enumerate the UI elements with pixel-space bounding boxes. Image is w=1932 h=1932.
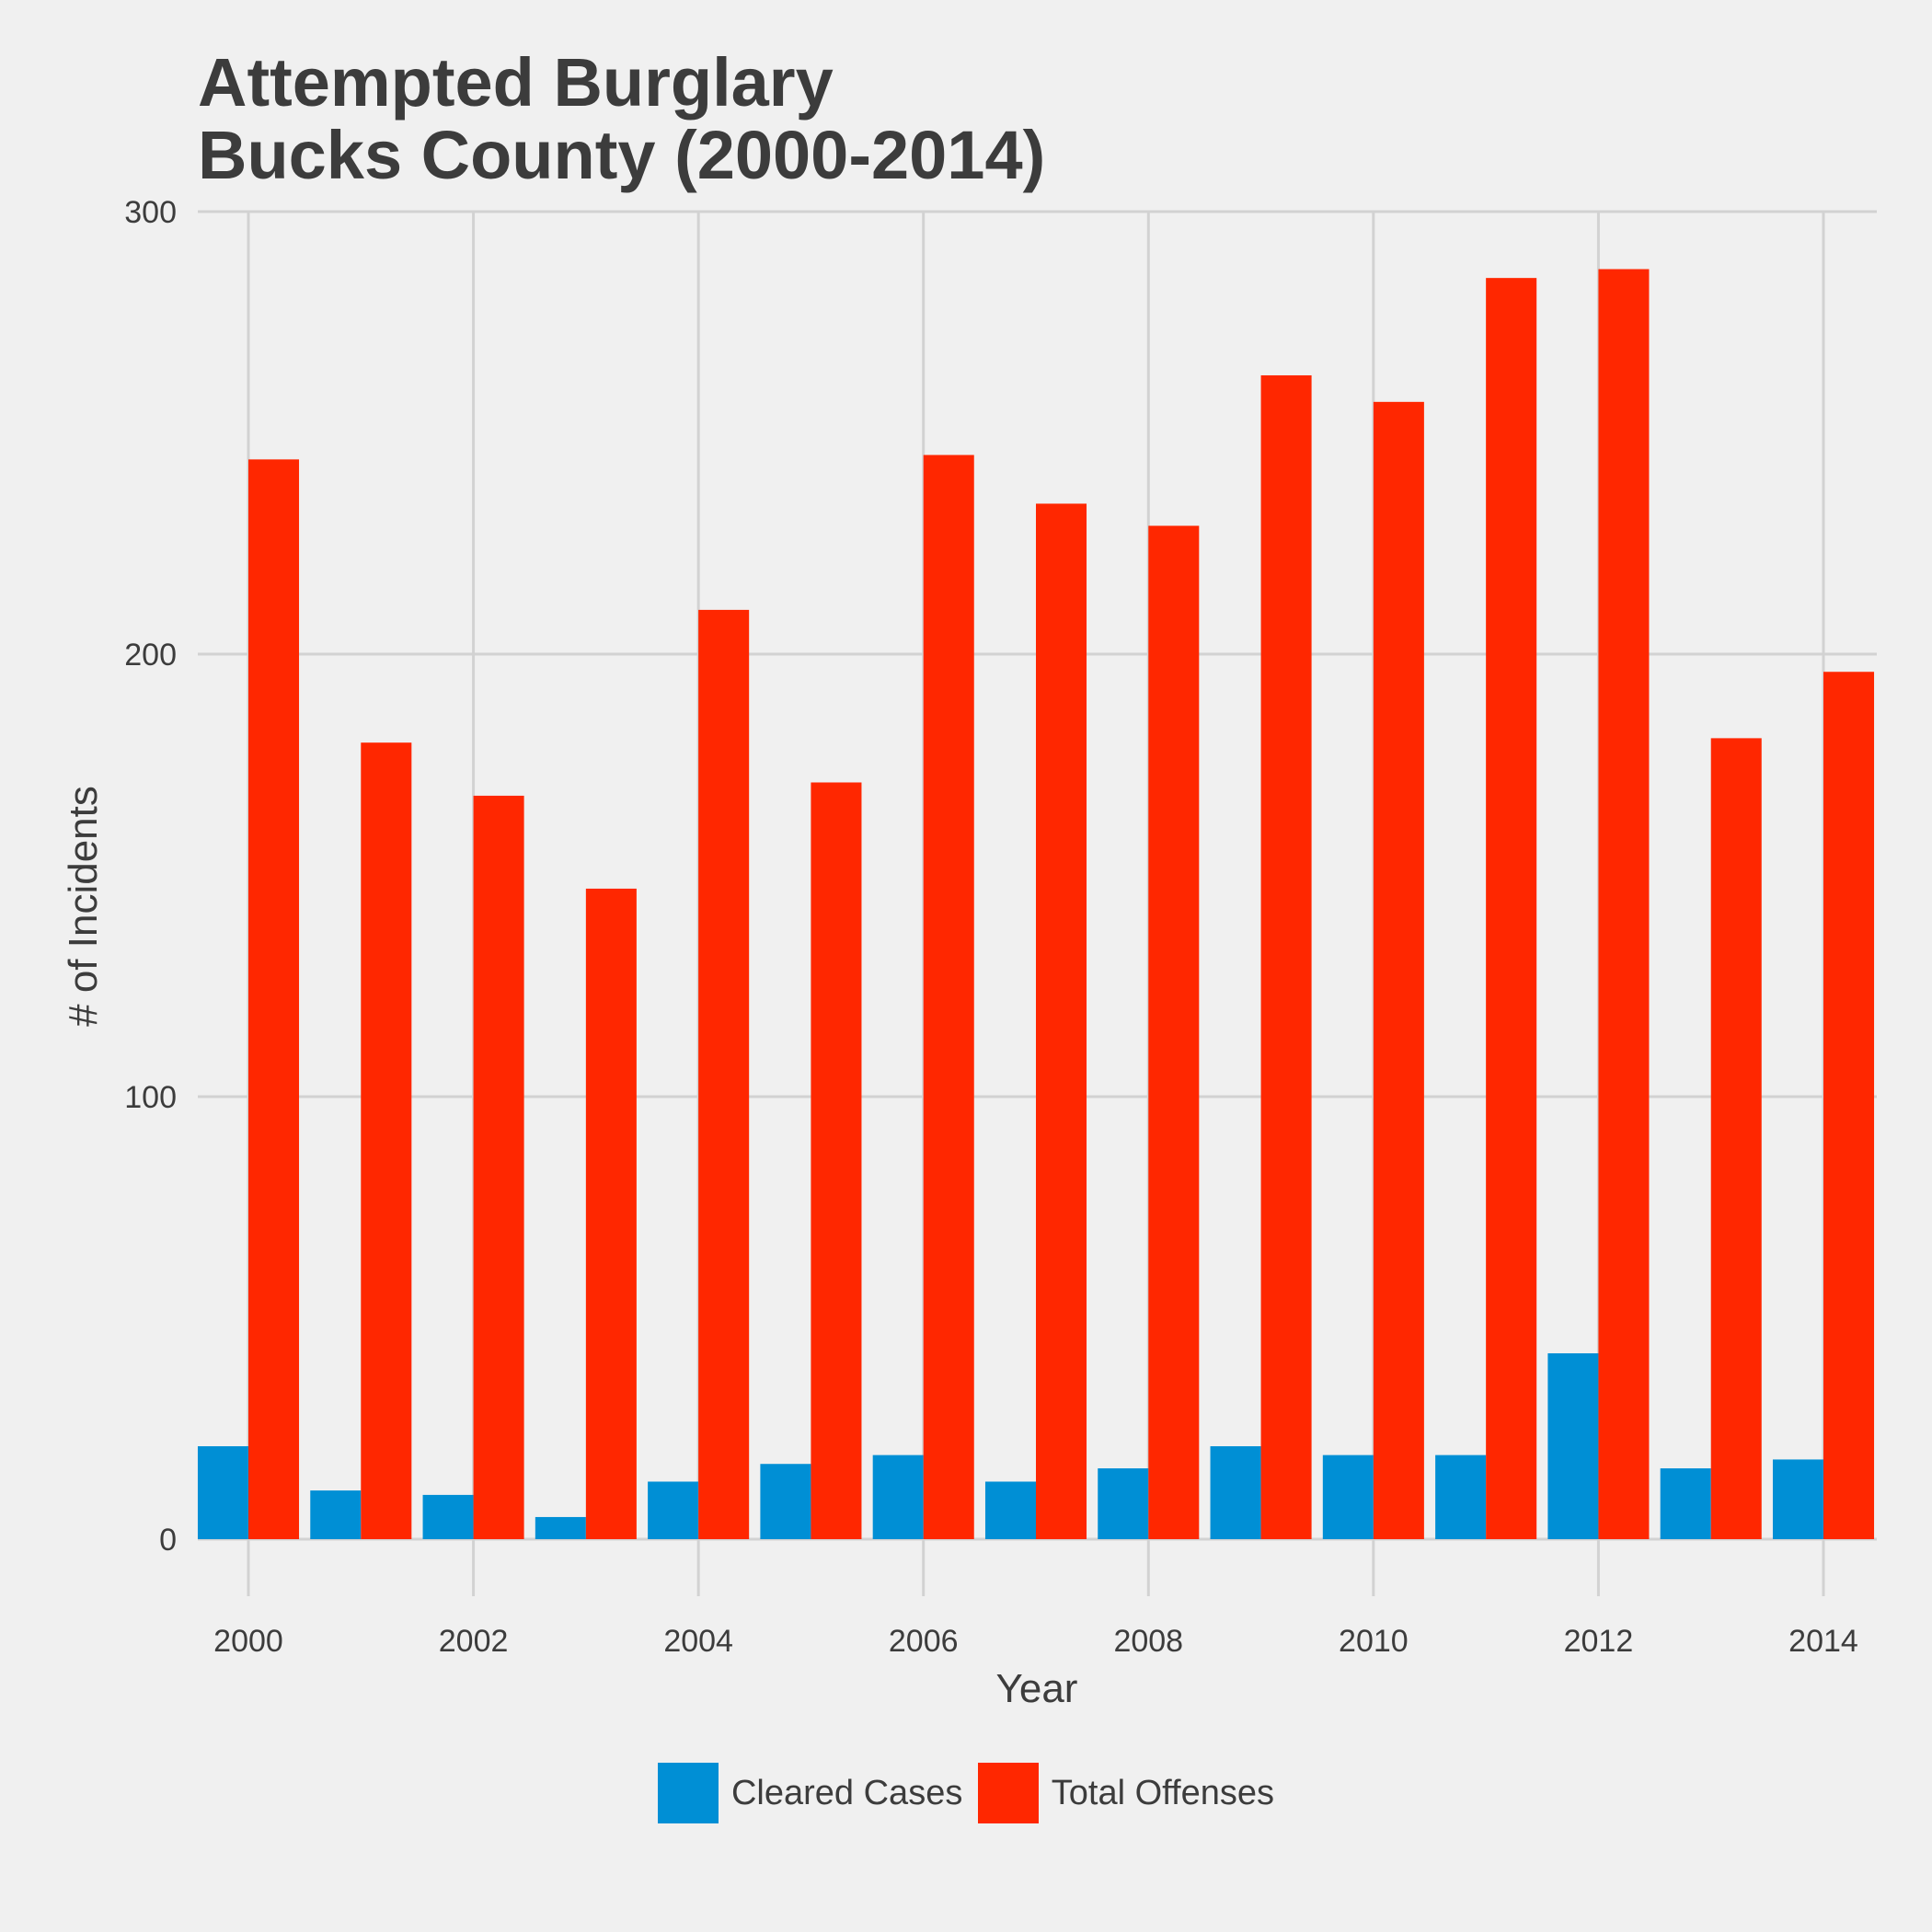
chart-title: Attempted Burglary Bucks County (2000-20…: [198, 46, 1045, 191]
bar-cleared-cases: [1772, 1459, 1823, 1539]
legend-swatch-cleared-cases: [657, 1763, 719, 1823]
y-tick-label: 100: [124, 1080, 177, 1115]
bar-cleared-cases: [1660, 1468, 1711, 1539]
bar-cleared-cases: [760, 1464, 811, 1539]
bar-total-offenses: [1260, 374, 1312, 1540]
bar-total-offenses: [1486, 278, 1537, 1539]
legend: Cleared Cases Total Offenses: [0, 1763, 1932, 1823]
x-tick-label: 2012: [1564, 1624, 1634, 1659]
bar-cleared-cases: [1098, 1468, 1149, 1539]
bar-cleared-cases: [197, 1445, 248, 1539]
y-tick-label: 300: [124, 195, 177, 230]
bar-total-offenses: [585, 888, 637, 1539]
x-axis-title: Year: [996, 1666, 1078, 1711]
bar-total-offenses: [1148, 525, 1200, 1539]
bar-cleared-cases: [1210, 1445, 1261, 1539]
bar-total-offenses: [1823, 672, 1875, 1539]
chart-title-line-2: Bucks County (2000-2014): [198, 117, 1046, 193]
x-tick-label: 2006: [889, 1624, 959, 1659]
bar-cleared-cases: [310, 1490, 362, 1539]
bar-total-offenses: [248, 459, 300, 1539]
tick-labels: 0 100 200 300 2000 2002 2004 2006 2008 2010 2012 20…: [124, 195, 1858, 1659]
bars: [197, 269, 1875, 1540]
bar-cleared-cases: [535, 1516, 586, 1539]
legend-label-total-offenses: Total Offenses: [1051, 1773, 1274, 1812]
chart-title-line-1: Attempted Burglary: [198, 44, 834, 121]
bar-total-offenses: [361, 742, 412, 1539]
bar-total-offenses: [1036, 503, 1087, 1540]
bar-cleared-cases: [984, 1481, 1036, 1539]
legend-swatch-total-offenses: [977, 1763, 1039, 1823]
bar-cleared-cases: [422, 1494, 474, 1539]
x-tick-label: 2010: [1339, 1624, 1409, 1659]
bar-total-offenses: [1373, 401, 1424, 1540]
y-tick-label: 200: [124, 638, 177, 673]
bar-total-offenses: [1598, 269, 1650, 1539]
bar-total-offenses: [1710, 738, 1762, 1539]
bar-total-offenses: [698, 609, 750, 1539]
bar-total-offenses: [923, 454, 974, 1539]
y-axis-title: # of Incidents: [61, 786, 106, 1027]
bar-cleared-cases: [872, 1455, 924, 1539]
bar-cleared-cases: [1435, 1455, 1487, 1539]
x-tick-label: 2004: [663, 1624, 733, 1659]
x-tick-label: 2002: [439, 1624, 509, 1659]
legend-label-cleared-cases: Cleared Cases: [730, 1773, 963, 1812]
x-tick-label: 2014: [1788, 1624, 1858, 1659]
bar-cleared-cases: [1547, 1352, 1599, 1539]
x-tick-label: 2008: [1113, 1624, 1183, 1659]
legend-item-cleared-cases: Cleared Cases: [657, 1763, 963, 1823]
bar-total-offenses: [811, 782, 862, 1539]
y-tick-label: 0: [159, 1523, 177, 1558]
x-tick-label: 2000: [213, 1624, 283, 1659]
legend-item-total-offenses: Total Offenses: [977, 1763, 1274, 1823]
bar-cleared-cases: [1322, 1455, 1374, 1539]
bar-cleared-cases: [648, 1481, 699, 1539]
bar-total-offenses: [473, 795, 524, 1539]
